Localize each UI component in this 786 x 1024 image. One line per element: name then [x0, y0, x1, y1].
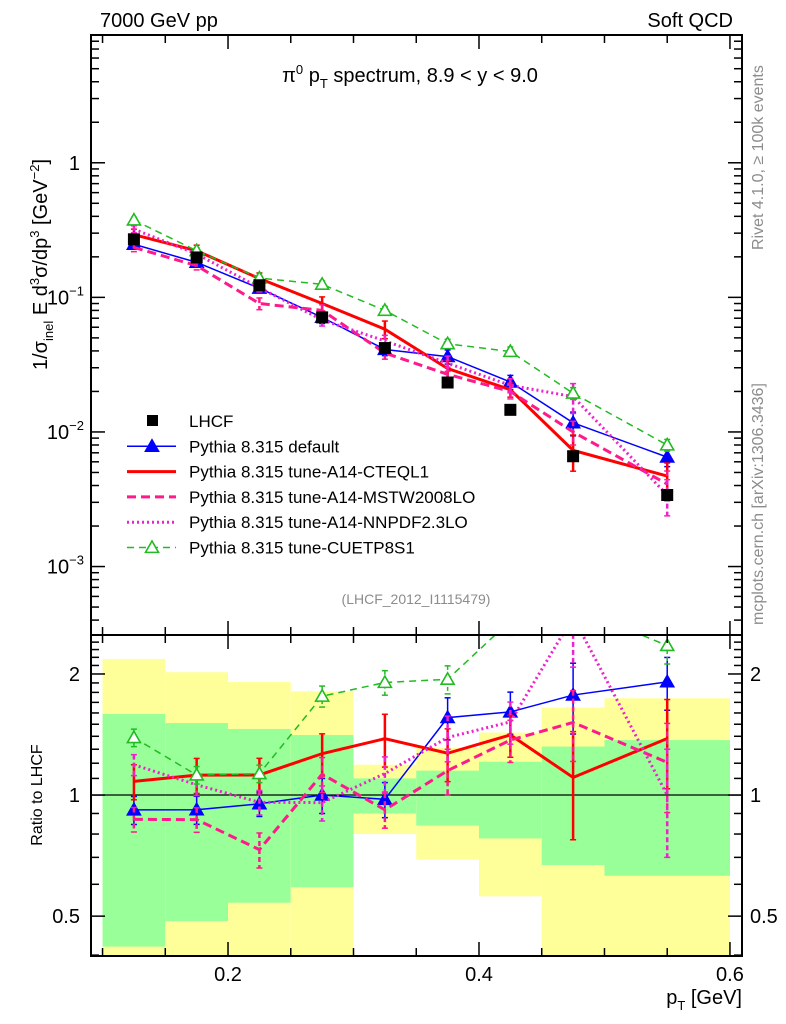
reference-point [567, 450, 580, 463]
data-point [439, 671, 456, 685]
main-series-layer [126, 211, 676, 517]
tick-exp: −1 [69, 283, 84, 298]
legend-marker [144, 438, 160, 452]
ratio-series-line-3 [133, 635, 669, 805]
legend-label: Pythia 8.315 tune-A14-NNPDF2.3LO [189, 513, 468, 532]
x-tick-label: 0.2 [214, 964, 242, 986]
data-point [659, 436, 676, 451]
data-point [659, 637, 676, 652]
legend-marker [144, 539, 160, 554]
header-left: 7000 GeV pp [100, 10, 218, 32]
rivet-label: Rivet 4.1.0, ≥ 100k events [750, 65, 767, 250]
reference-point [378, 342, 391, 355]
header-right: Soft QCD [647, 10, 733, 32]
plot-title: π0 pT spectrum, 8.9 < y < 9.0 [282, 62, 538, 91]
data-point [188, 766, 205, 781]
ratio-y-tick-label-right: 0.5 [750, 906, 778, 928]
y-tick-label: 10−3 [47, 553, 84, 579]
ratio-y-tick-label: 2 [69, 664, 80, 686]
reference-point [316, 311, 329, 324]
main-series-line-3 [133, 227, 669, 497]
tick-base: 10 [47, 557, 69, 579]
ratio-ylabel: Ratio to LHCF [29, 744, 46, 846]
ratio-y-tick-label: 0.5 [52, 906, 80, 928]
reference-point [504, 403, 517, 416]
data-point [314, 276, 331, 290]
axis-tick-labels: 110−110−210−32 21 10.5 0.50.2 0.4 0.6 [47, 153, 778, 986]
reference-point [441, 376, 454, 389]
tick-exp: −3 [69, 553, 84, 568]
ratio-y-tick-label: 1 [69, 785, 80, 807]
x-tick-label: 0.4 [465, 964, 493, 986]
data-point [439, 335, 456, 350]
reference-point [190, 251, 203, 264]
data-point [659, 449, 676, 463]
y-tick-label: 10−1 [47, 283, 84, 309]
x-axis-label: pT [GeV] [666, 987, 742, 1013]
main-series-line-2 [133, 245, 668, 486]
data-point [126, 211, 142, 226]
data-point [659, 673, 676, 688]
legend-label: Pythia 8.315 tune-A14-MSTW2008LO [189, 488, 475, 507]
y-tick-label: 10−2 [47, 418, 84, 444]
axis-ticks [91, 35, 742, 956]
legend-marker-reference [147, 415, 158, 426]
mcplots-label: mcplots.cern.ch [arXiv:1306.3436] [750, 383, 767, 625]
band-inner [478, 761, 542, 839]
reference-point [661, 489, 674, 502]
tick-base: 10 [47, 422, 69, 444]
data-point [567, 600, 580, 611]
data-point [377, 674, 393, 689]
band-inner [102, 714, 166, 947]
data-point [126, 729, 142, 744]
ratio-y-tick-label-right: 2 [750, 664, 761, 686]
reference-point [127, 233, 140, 246]
tick-exp: −2 [69, 418, 84, 433]
legend-label: Pythia 8.315 tune-A14-CTEQL1 [189, 463, 429, 482]
data-point [314, 688, 331, 702]
analysis-id: (LHCF_2012_I1115479) [342, 591, 491, 607]
ratio-y-tick-label-right: 1 [750, 785, 761, 807]
data-point [504, 614, 517, 625]
y-tick-label: 1 [69, 153, 80, 175]
legend: LHCF Pythia 8.315 default Pythia 8.315 tun… [127, 412, 475, 558]
data-point [502, 343, 519, 358]
data-point [377, 302, 393, 317]
ratio-series-layer [126, 600, 676, 869]
reference-point [253, 279, 266, 292]
data-point [565, 385, 581, 399]
x-tick-label: 0.6 [716, 964, 744, 986]
main-ylabel: 1/σinel E d3σ/dp3 [GeV−2] [27, 159, 56, 370]
ratio-bands [102, 658, 730, 956]
legend-label: Pythia 8.315 default [189, 437, 340, 456]
data-point [251, 765, 268, 780]
tick-base: 10 [47, 287, 69, 309]
legend-label: Pythia 8.315 tune-CUETP8S1 [189, 539, 415, 558]
legend-label-reference: LHCF [189, 412, 233, 431]
